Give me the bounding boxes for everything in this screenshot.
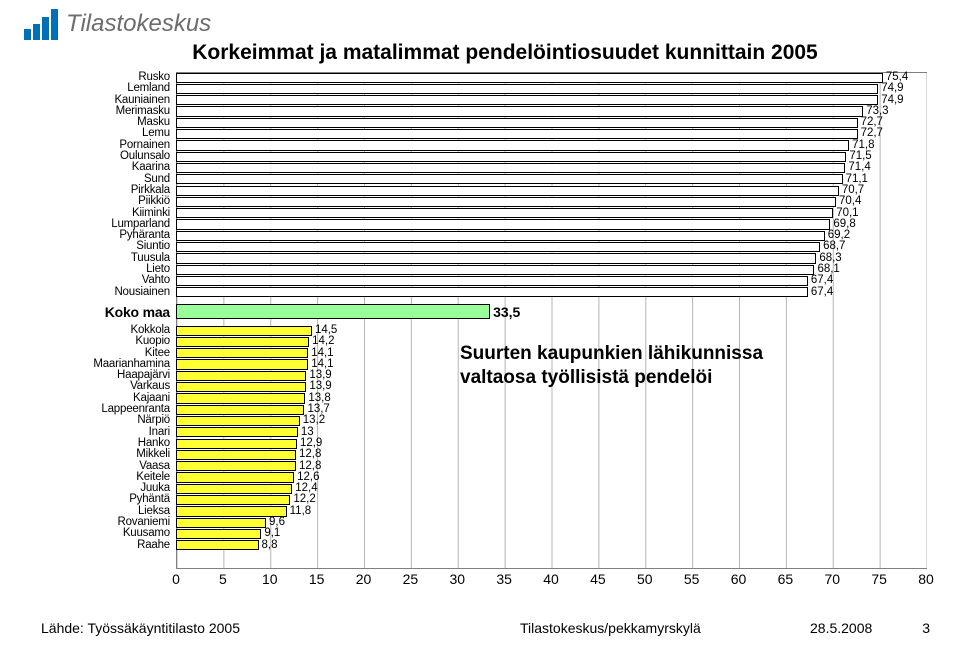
bar <box>176 265 814 275</box>
x-tick: 30 <box>449 571 465 587</box>
x-tick: 10 <box>262 571 278 587</box>
bar-row: Vahto67,4 <box>30 275 926 286</box>
bar <box>176 84 878 94</box>
bar-row: Kuusamo9,1 <box>30 528 926 539</box>
x-tick: 70 <box>824 571 840 587</box>
bar <box>176 416 300 426</box>
x-tick: 50 <box>637 571 653 587</box>
chart-title: Korkeimmat ja matalimmat pendelöintiosuu… <box>190 41 820 65</box>
value-label: 13,2 <box>303 415 325 426</box>
x-tick: 55 <box>684 571 700 587</box>
category-label: Mikkeli <box>30 449 176 461</box>
value-label: 67,4 <box>811 275 833 286</box>
x-tick: 40 <box>543 571 559 587</box>
bar <box>176 219 830 229</box>
bar <box>176 472 294 482</box>
bar <box>176 495 290 505</box>
bar <box>176 518 266 528</box>
x-tick: 20 <box>356 571 372 587</box>
bar-row: Kaarina71,4 <box>30 162 926 173</box>
logo-text: Tilastokeskus <box>66 10 211 38</box>
x-tick: 35 <box>496 571 512 587</box>
bar <box>176 197 836 207</box>
bar <box>176 337 309 347</box>
category-label: Lemland <box>30 83 176 95</box>
x-tick: 65 <box>778 571 794 587</box>
bar-row: Koko maa 33,5 <box>30 303 926 320</box>
bar <box>176 129 858 139</box>
footer-page: 3 <box>922 620 930 636</box>
bar-row: Mikkeli 12,8 <box>30 449 926 460</box>
value-label: 8,8 <box>262 540 278 551</box>
x-tick: 0 <box>172 571 180 587</box>
bar <box>176 348 308 358</box>
bar <box>176 287 808 297</box>
value-label: 12,8 <box>299 449 321 460</box>
x-tick: 75 <box>871 571 887 587</box>
footer-date: 28.5.2008 <box>810 620 872 636</box>
bar <box>176 242 820 252</box>
value-label: 11,8 <box>290 506 312 517</box>
bar-row: Raahe 8,8 <box>30 540 926 551</box>
x-tick: 60 <box>731 571 747 587</box>
bar-row: Närpiö13,2 <box>30 415 926 426</box>
bar-row: Piikkiö 70,4 <box>30 196 926 207</box>
value-label: 67,4 <box>811 287 833 298</box>
value-label: 9,1 <box>264 528 280 539</box>
bar <box>176 152 846 162</box>
bar <box>176 304 490 319</box>
category-label: Nousiainen <box>30 287 176 299</box>
x-tick: 15 <box>309 571 325 587</box>
x-tick: 25 <box>403 571 419 587</box>
category-label: Piikkiö <box>30 196 176 208</box>
bar <box>176 382 306 392</box>
bar <box>176 253 816 263</box>
bar <box>176 208 833 218</box>
bar <box>176 95 878 105</box>
value-label: 70,4 <box>839 196 861 207</box>
bar <box>176 118 858 128</box>
bar-row: Nousiainen 67,4 <box>30 287 926 298</box>
x-tick: 80 <box>918 571 934 587</box>
bar <box>176 405 304 415</box>
bar <box>176 439 297 449</box>
value-label: 14,2 <box>312 336 334 347</box>
category-label: Raahe <box>30 540 176 552</box>
category-label: Kuopio <box>30 336 176 348</box>
bar <box>176 73 883 83</box>
bar <box>176 484 292 494</box>
value-label: 33,5 <box>493 303 520 320</box>
category-label: Koko maa <box>30 305 176 319</box>
bar <box>176 450 296 460</box>
bar <box>176 276 808 286</box>
bar <box>176 359 308 369</box>
bar <box>176 393 305 403</box>
bar <box>176 106 863 116</box>
bar-row: Lemland 74,9 <box>30 83 926 94</box>
x-tick: 45 <box>590 571 606 587</box>
bar <box>176 461 296 471</box>
bar <box>176 140 849 150</box>
footer-source: Lähde: Työssäkäyntitilasto 2005 <box>41 620 240 636</box>
bar <box>176 186 839 196</box>
x-tick: 5 <box>219 571 227 587</box>
bar <box>176 540 259 550</box>
logo: Tilastokeskus <box>24 8 211 40</box>
bar <box>176 231 825 241</box>
bar <box>176 427 298 437</box>
bar <box>176 326 312 336</box>
value-label: 74,9 <box>881 83 903 94</box>
footer-center: Tilastokeskus/pekkamyrskylä <box>520 620 701 636</box>
bar <box>176 371 306 381</box>
bar-chart: Rusko75,4Lemland74,9Kauniainen74,9Merima… <box>30 72 926 592</box>
value-label: 71,4 <box>848 162 870 173</box>
logo-bars-icon <box>24 8 58 40</box>
annotation: Suurten kaupunkien lähikunnissa valtaosa… <box>460 342 763 390</box>
bar <box>176 529 261 539</box>
bar <box>176 174 843 184</box>
bar <box>176 163 845 173</box>
bar <box>176 506 287 516</box>
